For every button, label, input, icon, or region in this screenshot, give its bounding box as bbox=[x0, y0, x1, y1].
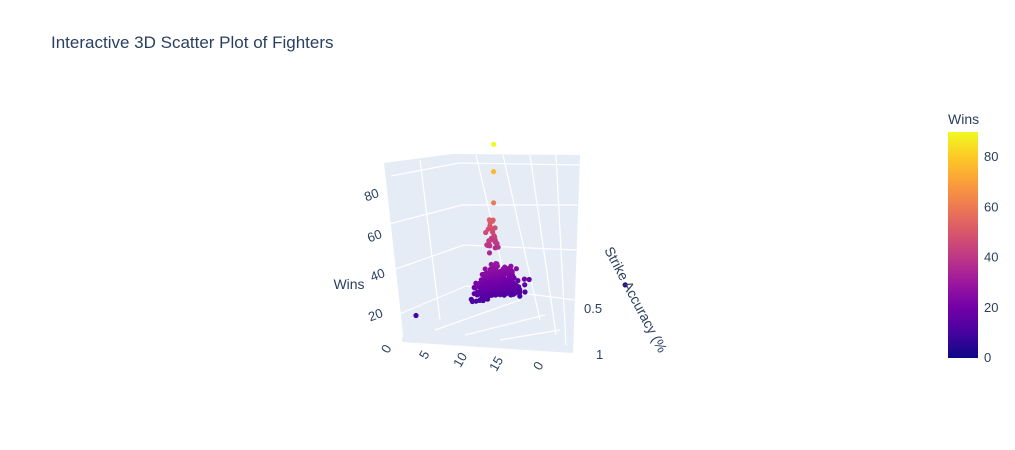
colorbar-tick-2: 40 bbox=[984, 250, 998, 265]
x-tick-0: 0 bbox=[378, 342, 395, 356]
chart-title: Interactive 3D Scatter Plot of Fighters bbox=[51, 33, 334, 52]
data-point[interactable] bbox=[521, 276, 528, 282]
scatter-points[interactable] bbox=[413, 141, 628, 319]
y-tick-1: 1 bbox=[596, 347, 603, 362]
data-point[interactable] bbox=[486, 250, 493, 256]
data-point[interactable] bbox=[492, 225, 498, 231]
data-point[interactable] bbox=[473, 280, 479, 286]
colorbar-tick-4: 80 bbox=[984, 149, 998, 164]
colorbar-tick-1: 20 bbox=[984, 300, 998, 315]
z-tick-20: 20 bbox=[366, 305, 385, 324]
z-tick-60: 60 bbox=[365, 226, 384, 245]
data-point[interactable] bbox=[488, 261, 494, 268]
z-axis-title: Wins bbox=[333, 276, 364, 292]
data-point-highlight-2[interactable] bbox=[491, 200, 497, 206]
data-point-highlight-0[interactable] bbox=[491, 141, 497, 147]
z-tick-40: 40 bbox=[368, 265, 387, 284]
x-tick-10: 10 bbox=[450, 350, 470, 370]
data-point[interactable] bbox=[522, 282, 528, 288]
data-point[interactable] bbox=[515, 278, 521, 284]
data-point[interactable] bbox=[508, 263, 514, 269]
colorbar-ticks: 0 20 40 60 80 bbox=[984, 149, 998, 365]
data-point[interactable] bbox=[493, 261, 499, 267]
x-tick-5: 5 bbox=[416, 348, 433, 362]
data-point[interactable] bbox=[478, 277, 484, 283]
colorbar-tick-3: 60 bbox=[984, 199, 998, 214]
data-point[interactable] bbox=[483, 270, 490, 277]
left-wall bbox=[384, 154, 490, 334]
colorbar-title: Wins bbox=[948, 111, 979, 127]
data-point[interactable] bbox=[468, 296, 474, 302]
data-point[interactable] bbox=[486, 217, 492, 223]
data-point[interactable] bbox=[490, 217, 496, 223]
data-point-highlight-1[interactable] bbox=[491, 169, 497, 175]
back-wall bbox=[452, 154, 580, 353]
z-tick-80: 80 bbox=[362, 185, 381, 204]
floor-plane bbox=[402, 295, 573, 353]
data-point[interactable] bbox=[479, 271, 485, 278]
y-tick-0: 0 bbox=[530, 359, 547, 373]
data-point[interactable] bbox=[526, 276, 532, 283]
data-point-highlight-3[interactable] bbox=[413, 312, 419, 319]
y-tick-0-5: 0.5 bbox=[584, 301, 602, 316]
data-point[interactable] bbox=[471, 284, 477, 291]
colorbar-tick-0: 0 bbox=[984, 350, 991, 365]
data-point[interactable] bbox=[502, 264, 508, 270]
y-axis-title: Strike Accuracy (% bbox=[601, 244, 670, 355]
data-point[interactable] bbox=[522, 289, 528, 295]
data-point[interactable] bbox=[482, 266, 488, 272]
data-point[interactable] bbox=[513, 266, 520, 272]
x-tick-15: 15 bbox=[486, 354, 506, 374]
data-point-highlight-4[interactable] bbox=[622, 282, 628, 288]
colorbar bbox=[948, 132, 978, 358]
